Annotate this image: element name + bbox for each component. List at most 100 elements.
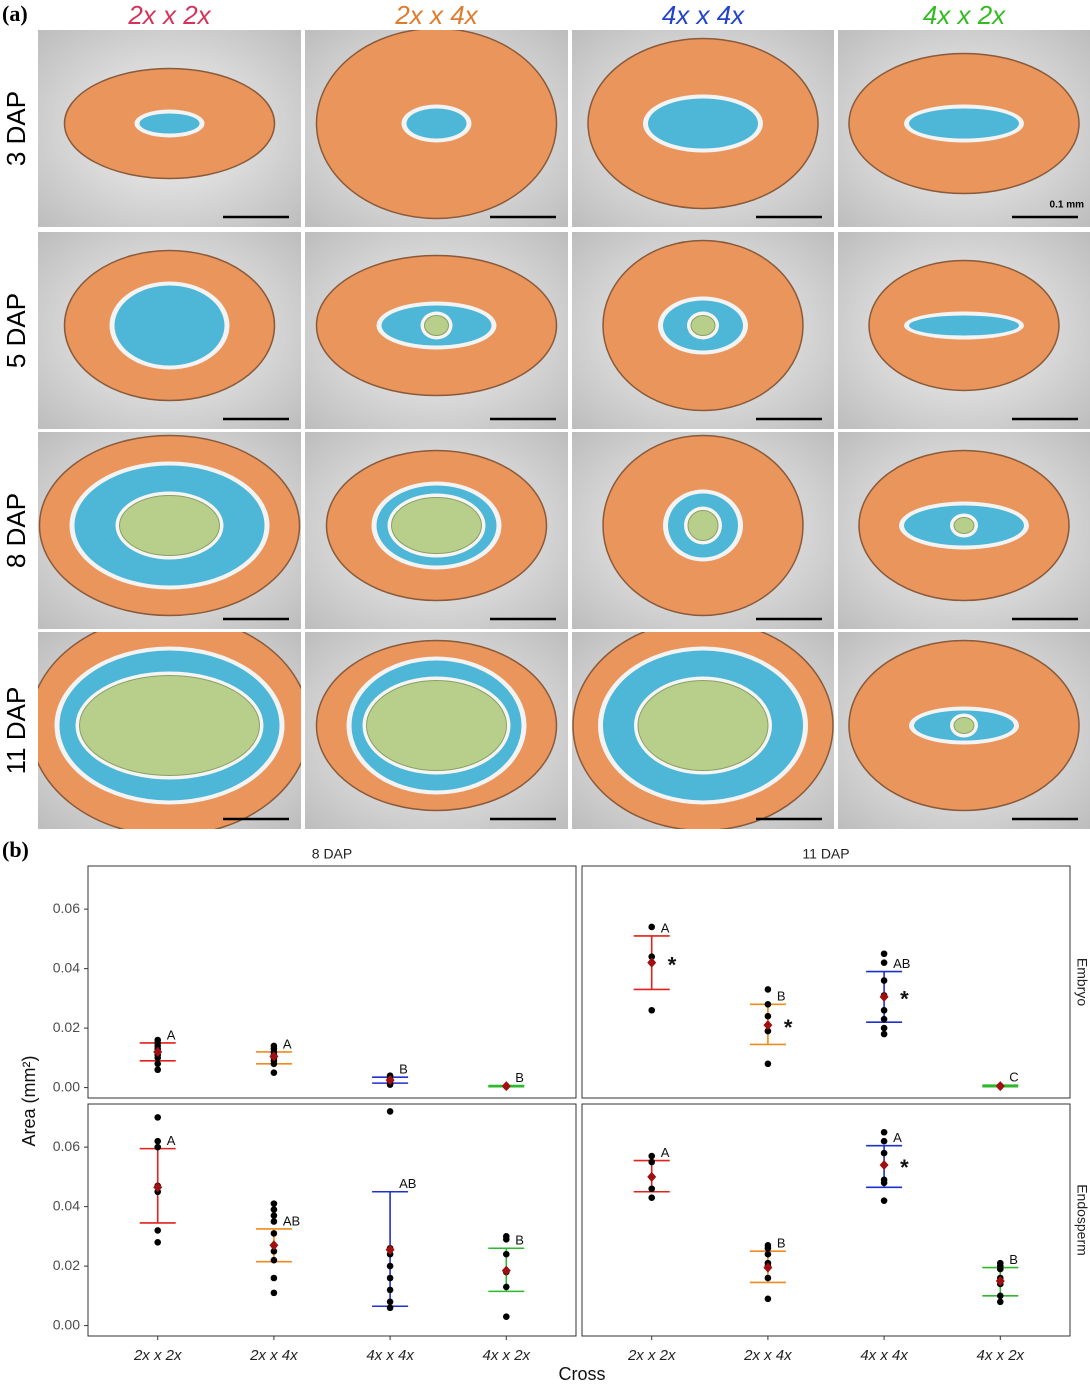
data-point [271, 1212, 278, 1219]
data-point [881, 950, 888, 957]
group-letter: C [1009, 1070, 1018, 1085]
data-point [765, 1251, 772, 1258]
data-point [648, 924, 655, 931]
micrograph [572, 432, 834, 629]
x-tick-label: 2x x 4x [249, 1347, 298, 1364]
y-tick-label: 0.06 [53, 1138, 80, 1154]
significance-mark: * [668, 952, 677, 977]
data-point [387, 1287, 394, 1294]
data-point [881, 1138, 888, 1145]
group-letter: B [515, 1070, 524, 1085]
micrograph [838, 632, 1090, 829]
data-point [881, 1197, 888, 1204]
data-point [648, 1159, 655, 1166]
data-point [765, 1245, 772, 1252]
group-letter: A [893, 1130, 902, 1145]
endosperm [909, 316, 1019, 336]
micrograph [305, 232, 568, 429]
data-point [154, 1066, 161, 1073]
y-axis-title: Area (mm²) [19, 1056, 39, 1147]
data-point [765, 986, 772, 993]
micrograph [572, 621, 834, 831]
group-letter: AB [283, 1213, 300, 1228]
data-point [154, 1060, 161, 1067]
data-point [648, 1007, 655, 1014]
group-letter: B [777, 989, 786, 1004]
y-tick-label: 0.04 [53, 959, 80, 975]
endosperm [909, 109, 1019, 139]
micrograph [305, 29, 568, 228]
data-point [154, 1138, 161, 1145]
y-tick-label: 0.02 [53, 1257, 80, 1273]
data-point [648, 1185, 655, 1192]
embryo [638, 681, 768, 771]
y-tick-label: 0.00 [53, 1316, 80, 1332]
micrograph: 0.1 mm [838, 30, 1090, 227]
facet-label: Embryo [1074, 958, 1090, 1006]
data-point [765, 1275, 772, 1282]
data-point [387, 1304, 394, 1311]
data-point [881, 977, 888, 984]
panel-label: (a) [2, 1, 28, 26]
y-tick-label: 0.04 [53, 1197, 80, 1213]
data-point [154, 1114, 161, 1121]
y-tick-label: 0.02 [53, 1019, 80, 1035]
endosperm [140, 114, 200, 134]
significance-mark: * [900, 1155, 909, 1180]
data-point [154, 1144, 161, 1151]
group-letter: B [777, 1236, 786, 1251]
embryo [425, 316, 449, 336]
micrograph [838, 232, 1090, 429]
embryo [120, 496, 220, 556]
micrograph [305, 432, 568, 629]
data-point [765, 1001, 772, 1008]
data-point [271, 1060, 278, 1067]
data-point [881, 1007, 888, 1014]
row-header: 11 DAP [1, 687, 31, 775]
data-point [154, 1239, 161, 1246]
endosperm [648, 99, 758, 149]
data-point [881, 1025, 888, 1032]
data-point [648, 1194, 655, 1201]
data-point [881, 1031, 888, 1038]
data-point [271, 1275, 278, 1282]
data-point [503, 1284, 510, 1291]
column-header: 2x x 2x [127, 0, 211, 30]
data-point [765, 1296, 772, 1303]
panel-label: (b) [2, 837, 29, 862]
embryo [691, 316, 715, 336]
embryo [954, 718, 974, 734]
data-point [881, 1129, 888, 1136]
x-axis-title: Cross [558, 1364, 605, 1384]
data-point [997, 1266, 1004, 1273]
micrograph [572, 30, 834, 227]
y-tick-label: 0.00 [53, 1078, 80, 1094]
micrograph [38, 432, 301, 629]
data-point [765, 1060, 772, 1067]
data-point [271, 1257, 278, 1264]
data-point [271, 1230, 278, 1237]
data-point [881, 1180, 888, 1187]
facet-panel [88, 866, 576, 1098]
figure: (a) (b) 2x x 2x2x x 4x4x x 4x4x x 2x3 DA… [0, 0, 1090, 1385]
x-tick-label: 4x x 2x [483, 1347, 531, 1364]
data-point [271, 1218, 278, 1225]
data-point [503, 1236, 510, 1243]
group-letter: A [167, 1027, 176, 1042]
facet-panel [88, 1104, 576, 1336]
data-point [387, 1275, 394, 1282]
row-header: 5 DAP [1, 293, 31, 368]
micrograph [38, 30, 301, 227]
row-header: 3 DAP [1, 91, 31, 166]
group-letter: AB [893, 956, 910, 971]
data-point [503, 1313, 510, 1320]
x-tick-label: 4x x 2x [977, 1347, 1025, 1364]
data-point [997, 1298, 1004, 1305]
data-point [997, 1293, 1004, 1300]
micrograph [38, 232, 301, 429]
y-tick-label: 0.06 [53, 900, 80, 916]
data-point [648, 1153, 655, 1160]
embryo [367, 681, 507, 771]
data-point [154, 1227, 161, 1234]
significance-mark: * [900, 987, 909, 1012]
